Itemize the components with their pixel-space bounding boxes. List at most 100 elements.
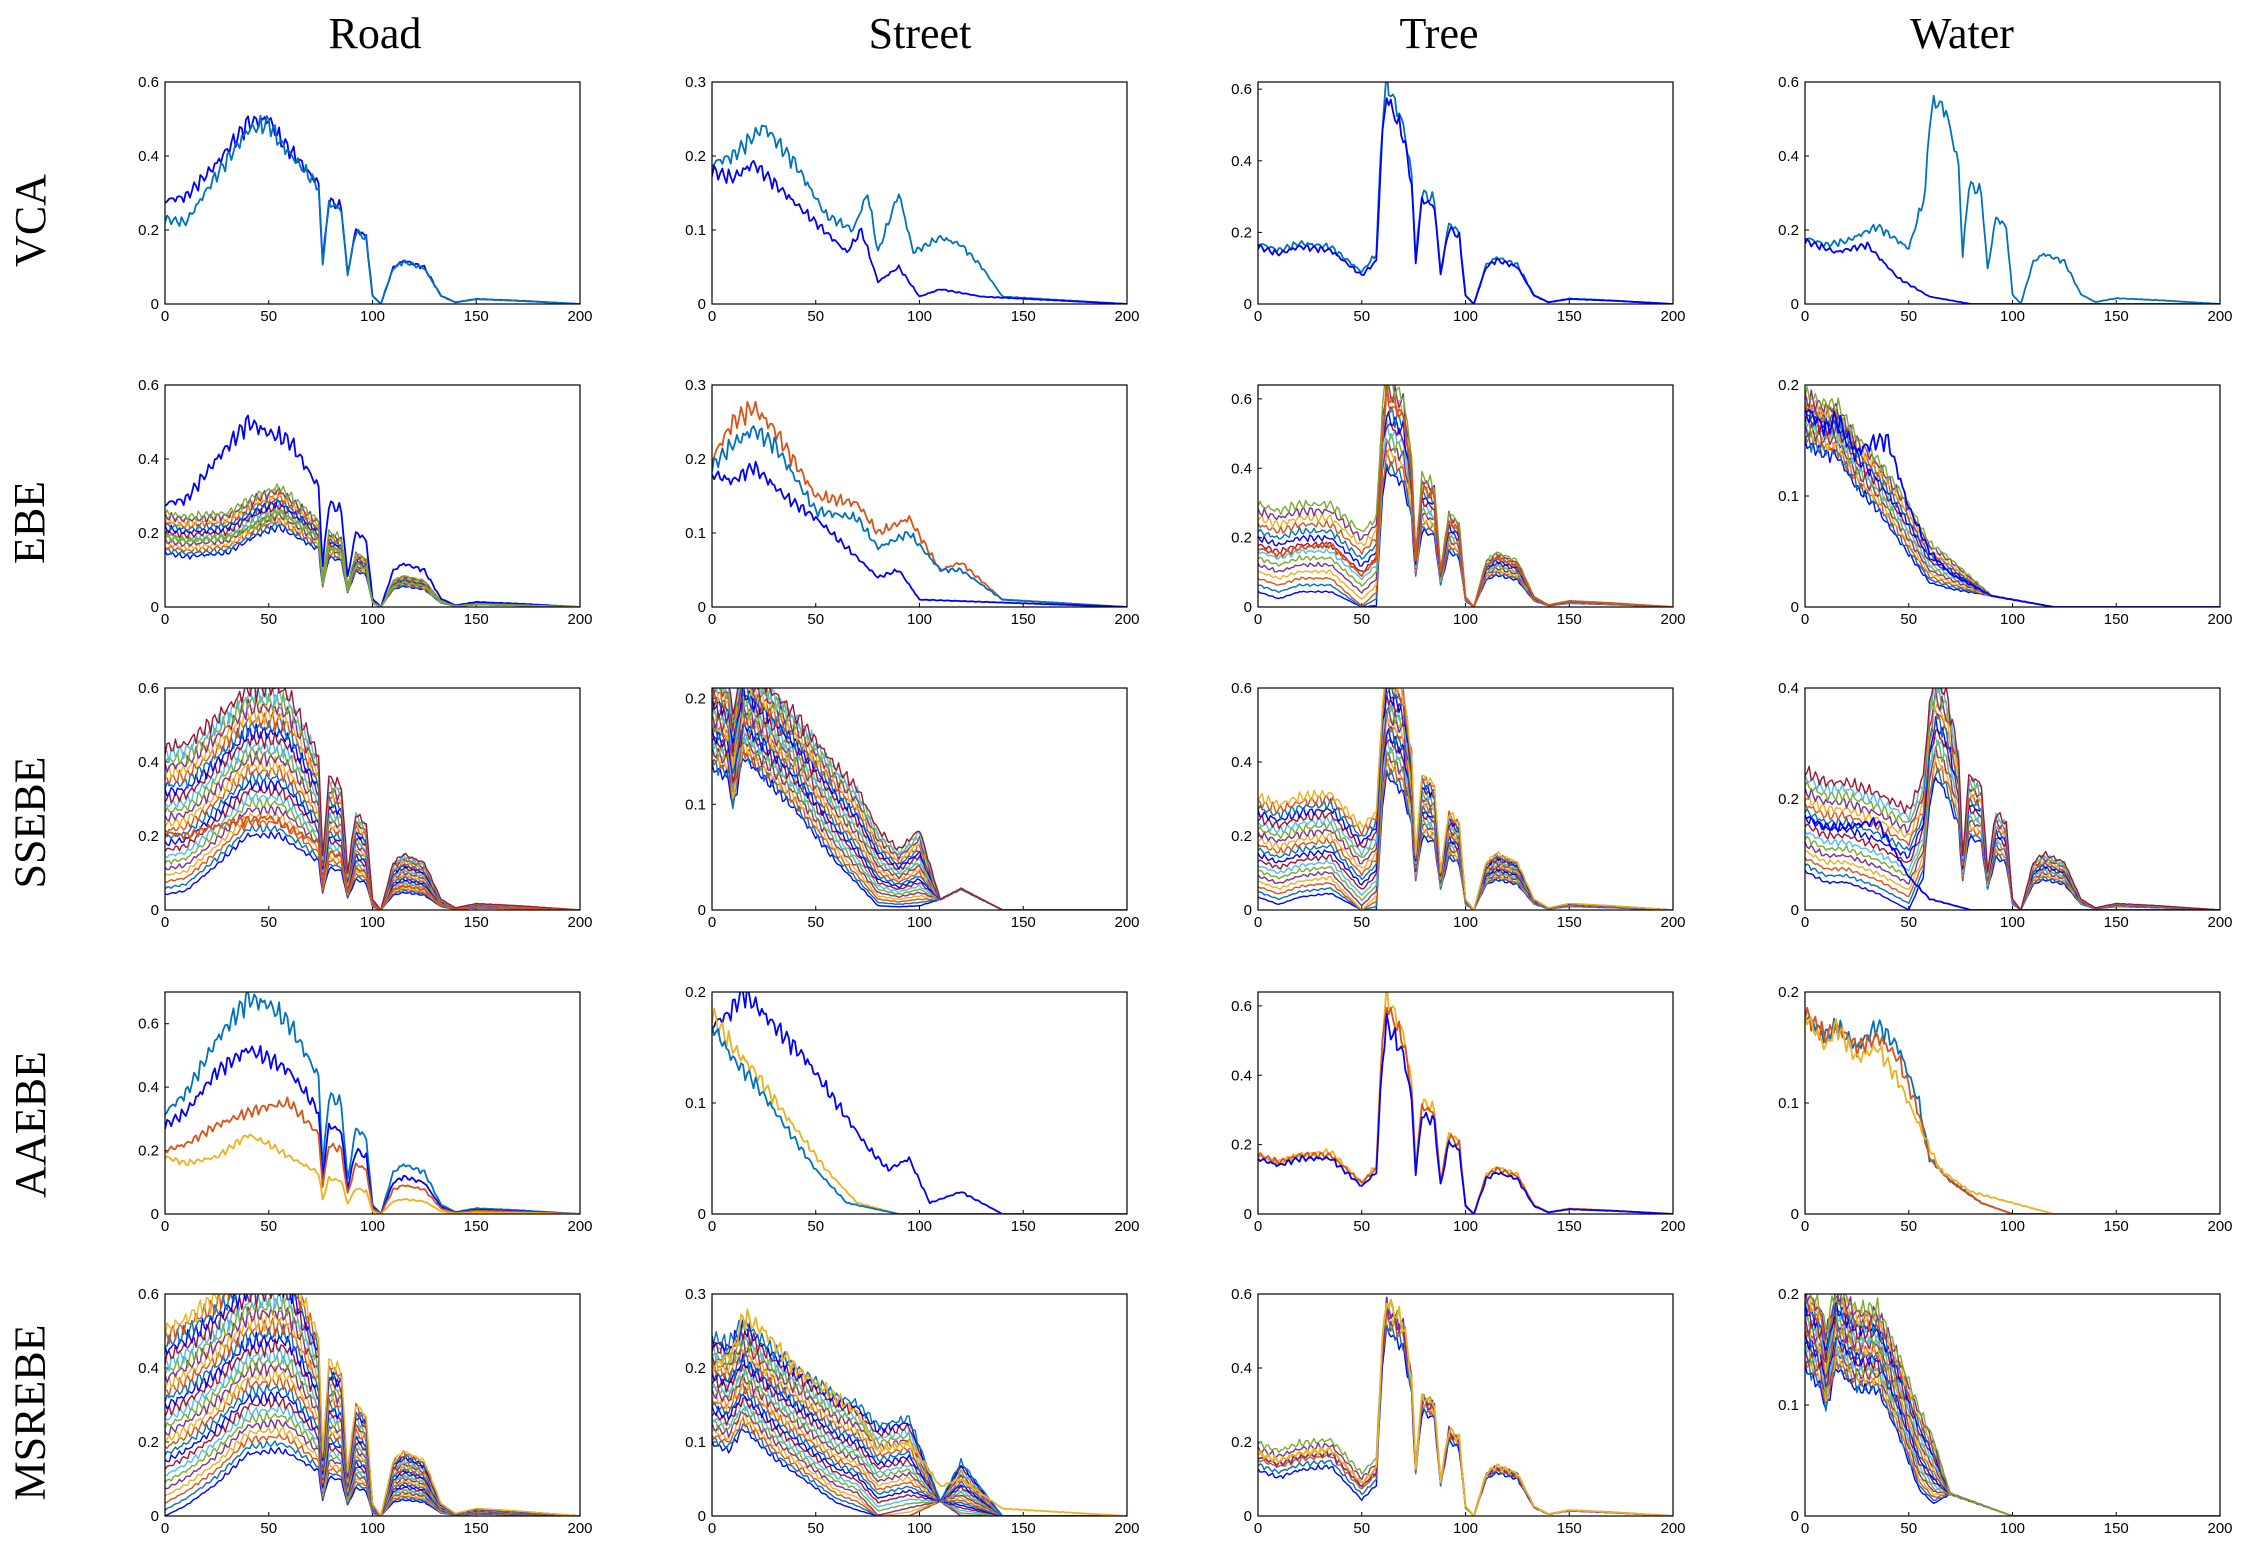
y-tick-label: 0 [151, 599, 159, 616]
bundle-line [165, 739, 580, 910]
y-tick-label: 0.4 [1231, 153, 1252, 170]
series-line-endmember-1 [165, 414, 580, 607]
y-tick-label: 0 [1791, 296, 1799, 313]
bundle-line [1258, 725, 1673, 910]
bundle-line [165, 688, 580, 910]
x-tick-label: 150 [2104, 1520, 2129, 1537]
chart-vca-tree: 0 50 100 150 200 0 0.2 0.4 0.6 [1231, 81, 1685, 325]
x-tick-label: 0 [1254, 611, 1262, 628]
bundle-line [1258, 712, 1673, 910]
y-tick-label: 0 [151, 1206, 159, 1223]
x-tick-label: 200 [1114, 1520, 1139, 1537]
y-tick-label: 0.4 [1778, 148, 1799, 165]
bundle-line [1805, 386, 2220, 607]
bundle-line [712, 758, 1127, 910]
series-line-endmember-2 [165, 1045, 580, 1214]
bundle-line [1805, 404, 2220, 607]
column-title-street: Street [868, 9, 972, 58]
y-tick-label: 0.4 [1231, 1067, 1252, 1084]
y-tick-label: 0.2 [685, 1360, 706, 1377]
bundle-line [712, 1394, 1127, 1516]
axes-box [711, 991, 1128, 1215]
y-tick-label: 0 [1791, 1508, 1799, 1525]
series-group [165, 1294, 580, 1516]
y-tick-label: 0.2 [685, 451, 706, 468]
y-tick-label: 0.2 [685, 691, 706, 708]
chart-aaebe-street: 0 50 100 150 200 0 0.1 0.2 [685, 984, 1139, 1235]
bundle-line [165, 1294, 580, 1516]
x-tick-label: 0 [161, 1218, 169, 1235]
y-tick-label: 0.1 [1778, 488, 1799, 505]
bundle-line [1258, 422, 1673, 607]
bundle-line [1805, 1295, 2220, 1516]
chart-vca-water: 0 50 100 150 200 0 0.2 0.4 0.6 [1778, 74, 2232, 325]
bundle-line [1805, 1294, 2220, 1516]
y-tick-label: 0.6 [1231, 1286, 1252, 1303]
y-tick-label: 0.1 [1778, 1397, 1799, 1414]
bundle-line [1258, 746, 1673, 910]
y-tick-label: 0.2 [138, 1143, 159, 1160]
x-tick-label: 100 [1453, 611, 1478, 628]
series-line-endmember-1 [165, 992, 580, 1214]
x-tick-label: 200 [1660, 914, 1685, 931]
y-tick-label: 0.2 [138, 525, 159, 542]
bundle-line [712, 693, 1127, 910]
y-tick-label: 0.2 [1231, 1137, 1252, 1154]
y-tick-label: 0.4 [1231, 754, 1252, 771]
x-tick-label: 150 [1011, 611, 1036, 628]
bundle-line [712, 1336, 1127, 1516]
series-line-endmember-1 [165, 115, 580, 304]
series-group [165, 992, 580, 1214]
bundle-line [1258, 448, 1673, 607]
series-line-endmember-1 [1805, 94, 2220, 304]
y-tick-label: 0.2 [1778, 377, 1799, 394]
x-tick-label: 200 [1660, 308, 1685, 325]
y-tick-label: 0.2 [685, 148, 706, 165]
y-tick-label: 0.2 [1778, 1286, 1799, 1303]
bundle-line [712, 1397, 1127, 1516]
x-tick-label: 150 [464, 1520, 489, 1537]
y-tick-label: 0.4 [138, 451, 159, 468]
series-group [165, 414, 580, 607]
bundle-line [712, 688, 1127, 910]
series-line-endmember-1 [1258, 385, 1673, 607]
series-line-endmember-1 [165, 815, 580, 910]
series-line-endmember-1 [1805, 816, 2220, 910]
bundle-line [1805, 1322, 2220, 1516]
x-tick-label: 150 [2104, 308, 2129, 325]
y-tick-label: 0.6 [1778, 74, 1799, 91]
x-tick-label: 50 [1353, 914, 1370, 931]
y-tick-label: 0 [698, 1508, 706, 1525]
x-tick-label: 50 [1353, 611, 1370, 628]
bundle-line [1258, 392, 1673, 607]
chart-aaebe-road: 0 50 100 150 200 0 0.2 0.4 0.6 [138, 991, 593, 1235]
bundle-line [1805, 402, 2220, 607]
x-tick-label: 50 [1900, 308, 1917, 325]
x-tick-label: 200 [1114, 308, 1139, 325]
x-tick-label: 50 [1353, 1218, 1370, 1235]
bundle-line [1805, 413, 2220, 607]
series-group [712, 1308, 1127, 1516]
bundle-line [165, 730, 580, 910]
x-tick-label: 100 [360, 914, 385, 931]
bundle-line [1805, 1360, 2220, 1516]
bundle-line [1805, 688, 2220, 910]
axes-box [164, 81, 581, 305]
y-tick-label: 0.2 [138, 1434, 159, 1451]
y-tick-label: 0.6 [1231, 998, 1252, 1015]
y-tick-label: 0.4 [1231, 460, 1252, 477]
chart-ssebe-road: 0 50 100 150 200 0 0.2 0.4 0.6 [138, 680, 592, 931]
bundle-line [712, 1410, 1127, 1516]
bundle-line [1805, 1338, 2220, 1516]
x-tick-label: 200 [1660, 1520, 1685, 1537]
x-tick-label: 200 [567, 1218, 592, 1235]
bundle-line [712, 1319, 1127, 1516]
bundle-line [1805, 746, 2220, 910]
axes-box [164, 1293, 581, 1517]
x-tick-label: 50 [1900, 611, 1917, 628]
y-tick-label: 0.4 [138, 1079, 159, 1096]
series-group [712, 992, 1127, 1214]
bundle-line [712, 1318, 1127, 1516]
x-tick-label: 150 [1557, 914, 1582, 931]
chart-aaebe-water: 0 50 100 150 200 0 0.1 0.2 [1778, 984, 2232, 1235]
